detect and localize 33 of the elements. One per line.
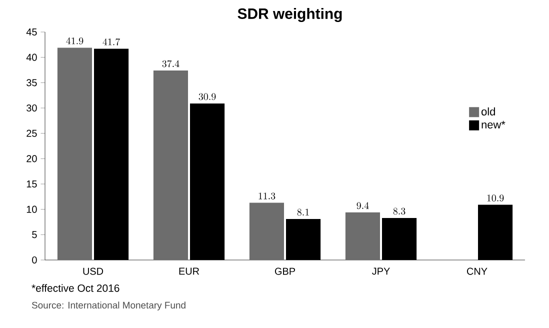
text: *effective Oct 2016 bbox=[32, 284, 120, 292]
y-tick-label: 20 bbox=[26, 155, 37, 162]
x-tick-label: CNY bbox=[466, 268, 488, 275]
x-tick-label: GBP bbox=[274, 268, 296, 275]
bar bbox=[57, 48, 92, 260]
y-tick-label: 45 bbox=[26, 28, 37, 36]
data-label: 41 .7 bbox=[102, 38, 120, 46]
y-tick-label: 15 bbox=[26, 180, 37, 188]
y-tick-label: 25 bbox=[26, 130, 37, 137]
data-label: 9.4 bbox=[356, 202, 369, 210]
y-tick-label: 0 bbox=[32, 256, 37, 264]
y-tick-label: 35 bbox=[26, 79, 37, 86]
y-tick-label: 5 bbox=[32, 231, 37, 238]
x-tick-label: EUR bbox=[179, 268, 200, 275]
data-label: 41 .9 bbox=[66, 37, 84, 44]
x-tick-label: USD bbox=[83, 268, 104, 275]
data-label: 11 .3 bbox=[258, 192, 276, 200]
data-label: 30.9 bbox=[198, 93, 216, 100]
legend-label: old bbox=[482, 107, 495, 116]
data-label: 10.9 bbox=[487, 194, 504, 202]
y-tick-label: 10 bbox=[26, 206, 37, 213]
legend-label: new* bbox=[482, 120, 506, 128]
source-note: Source: International Monetary Fund bbox=[32, 302, 186, 310]
bar bbox=[249, 202, 284, 260]
bar bbox=[153, 70, 188, 260]
data-label: 37.4 bbox=[162, 60, 180, 68]
y-tick-label: 40 bbox=[26, 54, 37, 61]
data-label: 8. 1 bbox=[297, 208, 309, 216]
chart-title: SDR weighting bbox=[238, 8, 342, 22]
data-label: 8.3 bbox=[393, 208, 406, 215]
bar bbox=[345, 212, 380, 260]
x-tick-label: JPY bbox=[372, 268, 390, 275]
y-tick-label: 30 bbox=[26, 104, 37, 112]
